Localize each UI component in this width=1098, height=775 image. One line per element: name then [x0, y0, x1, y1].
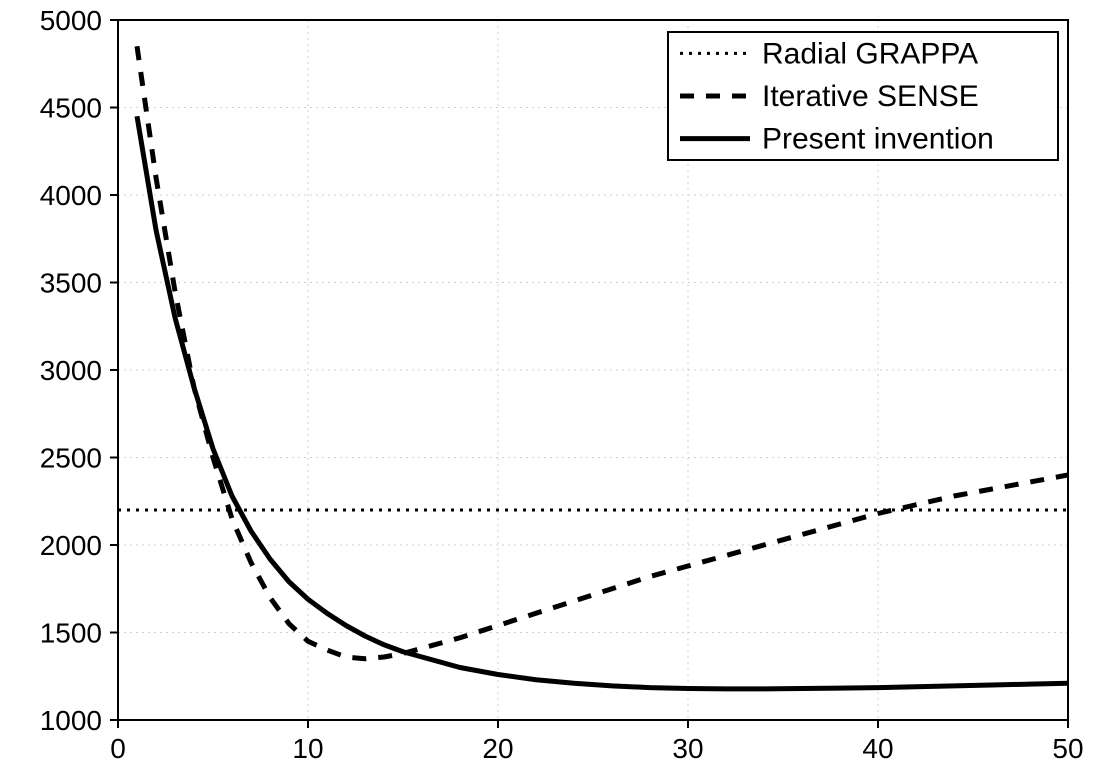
x-tick-label: 20	[482, 733, 513, 764]
y-tick-label: 5000	[40, 5, 102, 36]
legend-label-radial_grappa: Radial GRAPPA	[762, 37, 978, 70]
y-tick-label: 1000	[40, 705, 102, 736]
x-tick-label: 0	[110, 733, 126, 764]
y-tick-label: 3500	[40, 268, 102, 299]
x-tick-label: 50	[1052, 733, 1083, 764]
x-tick-label: 30	[672, 733, 703, 764]
x-tick-label: 10	[292, 733, 323, 764]
y-tick-label: 2500	[40, 443, 102, 474]
y-tick-label: 2000	[40, 530, 102, 561]
legend-label-present_invention: Present invention	[762, 123, 994, 156]
y-tick-label: 1500	[40, 618, 102, 649]
chart-container: 0 10 20 30 40 50 1000 1500 2000 2500 3000 3500 4000 4…	[0, 0, 1098, 775]
legend: Radial GRAPPA Iterative SENSE Present inve…	[668, 32, 1058, 160]
y-tick-label: 3000	[40, 355, 102, 386]
legend-label-iterative_sense: Iterative SENSE	[762, 80, 979, 113]
y-tick-label: 4500	[40, 93, 102, 124]
y-tick-label: 4000	[40, 180, 102, 211]
line-chart: 0 10 20 30 40 50 1000 1500 2000 2500 3000 3500 4000 4…	[0, 0, 1098, 775]
x-tick-label: 40	[862, 733, 893, 764]
